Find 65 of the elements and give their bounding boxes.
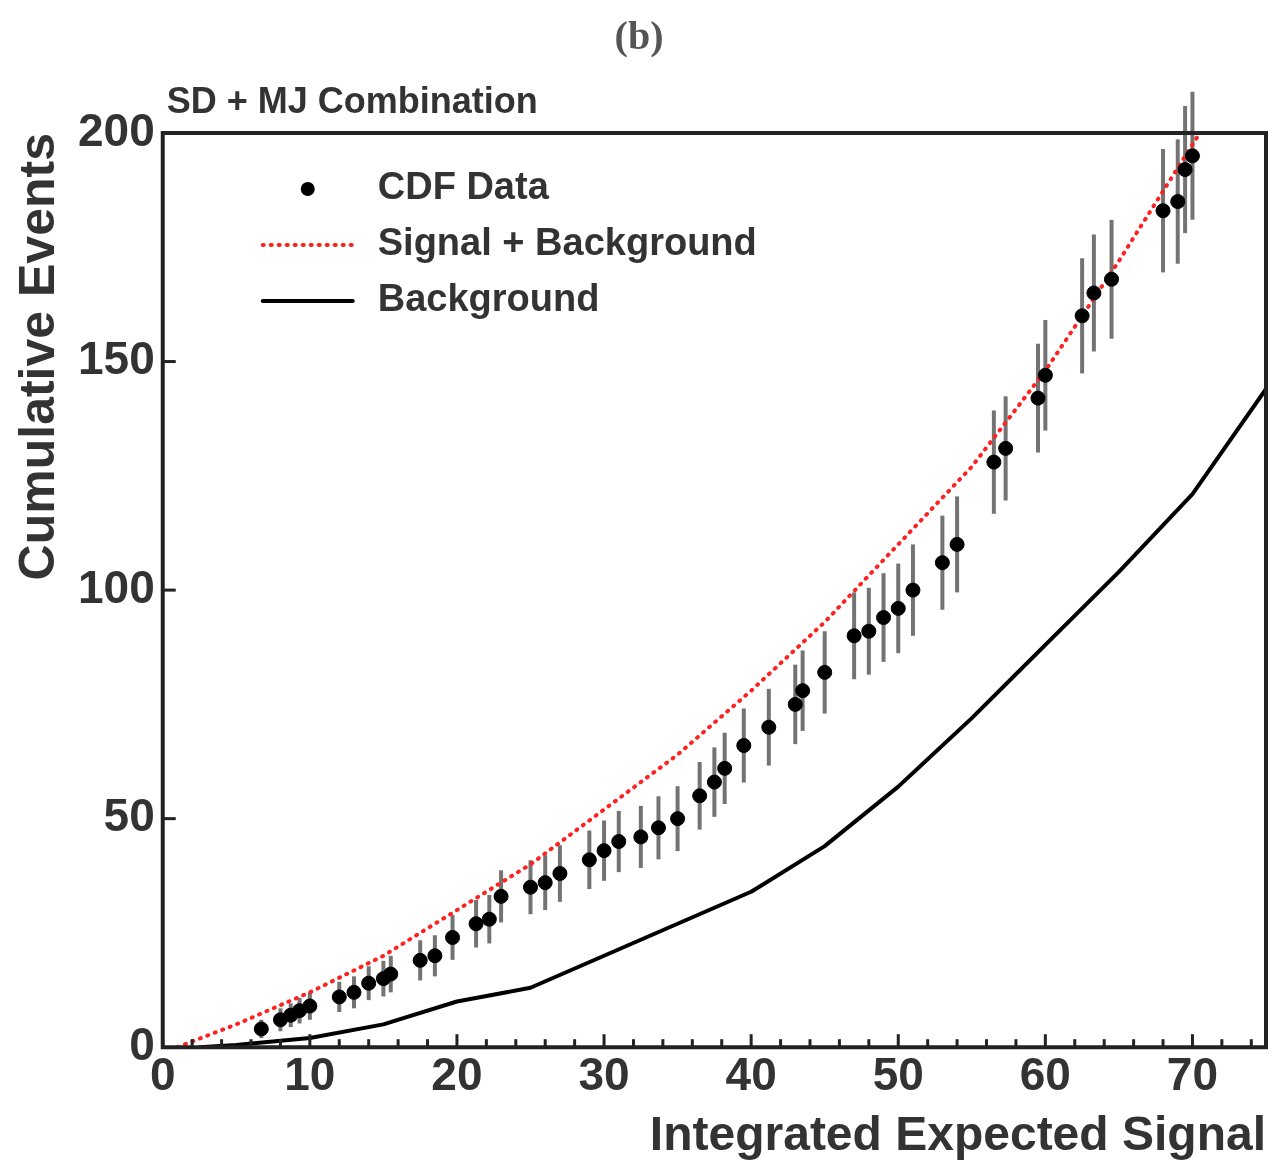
point bbox=[427, 948, 443, 964]
point bbox=[787, 696, 803, 712]
y-tick-label: 150 bbox=[78, 332, 155, 385]
point bbox=[1030, 390, 1046, 406]
legend-label: CDF Data bbox=[377, 165, 550, 208]
y-tick-label: 200 bbox=[78, 103, 155, 156]
point bbox=[445, 930, 461, 945]
x-tick-label: 20 bbox=[431, 1048, 483, 1101]
point bbox=[633, 829, 649, 845]
point bbox=[650, 820, 666, 836]
point bbox=[817, 664, 833, 680]
legend-label: Signal + Background bbox=[377, 221, 757, 264]
point bbox=[253, 1021, 269, 1037]
point bbox=[905, 582, 921, 598]
x-tick-label: 60 bbox=[1019, 1048, 1071, 1101]
chart-title: (b) bbox=[614, 13, 664, 59]
x-axis-title: Integrated Expected Signal bbox=[649, 1107, 1266, 1161]
x-tick-label: 40 bbox=[725, 1048, 777, 1101]
point bbox=[1155, 203, 1171, 219]
point bbox=[493, 888, 509, 904]
point bbox=[1074, 308, 1090, 324]
point bbox=[481, 911, 497, 927]
point bbox=[890, 600, 906, 616]
point bbox=[331, 989, 347, 1005]
point bbox=[552, 866, 568, 881]
point bbox=[846, 628, 862, 644]
point bbox=[346, 984, 362, 1000]
point bbox=[596, 843, 612, 859]
point bbox=[1086, 285, 1102, 301]
y-tick-label: 100 bbox=[78, 560, 155, 613]
x-tick-label: 30 bbox=[578, 1048, 630, 1101]
y-axis-title: Cumulative Events bbox=[8, 133, 65, 581]
point bbox=[934, 555, 950, 571]
point bbox=[383, 966, 399, 982]
x-tick-label: 10 bbox=[284, 1048, 336, 1101]
point bbox=[1104, 271, 1120, 287]
point bbox=[986, 454, 1002, 470]
point bbox=[670, 811, 686, 827]
point bbox=[1177, 162, 1193, 178]
point bbox=[876, 610, 892, 626]
point bbox=[537, 875, 553, 891]
x-tick-label: 50 bbox=[872, 1048, 924, 1101]
point bbox=[302, 998, 318, 1014]
point bbox=[1170, 194, 1186, 210]
y-tick-label: 50 bbox=[103, 789, 155, 842]
point bbox=[361, 975, 377, 991]
point bbox=[412, 952, 428, 968]
point bbox=[706, 774, 722, 790]
point bbox=[581, 852, 597, 868]
point bbox=[861, 623, 877, 639]
point bbox=[998, 440, 1014, 456]
point bbox=[761, 719, 777, 735]
point bbox=[611, 834, 627, 850]
legend-label: Background bbox=[377, 277, 600, 320]
point bbox=[1037, 367, 1053, 383]
point bbox=[1184, 148, 1200, 164]
point bbox=[795, 683, 811, 699]
point bbox=[468, 916, 484, 932]
point bbox=[717, 760, 733, 776]
point bbox=[949, 536, 965, 552]
point bbox=[692, 788, 708, 804]
chart-subtitle: SD + MJ Combination bbox=[166, 79, 538, 121]
point bbox=[736, 738, 752, 754]
x-tick-label: 70 bbox=[1166, 1048, 1219, 1101]
point bbox=[523, 879, 538, 895]
